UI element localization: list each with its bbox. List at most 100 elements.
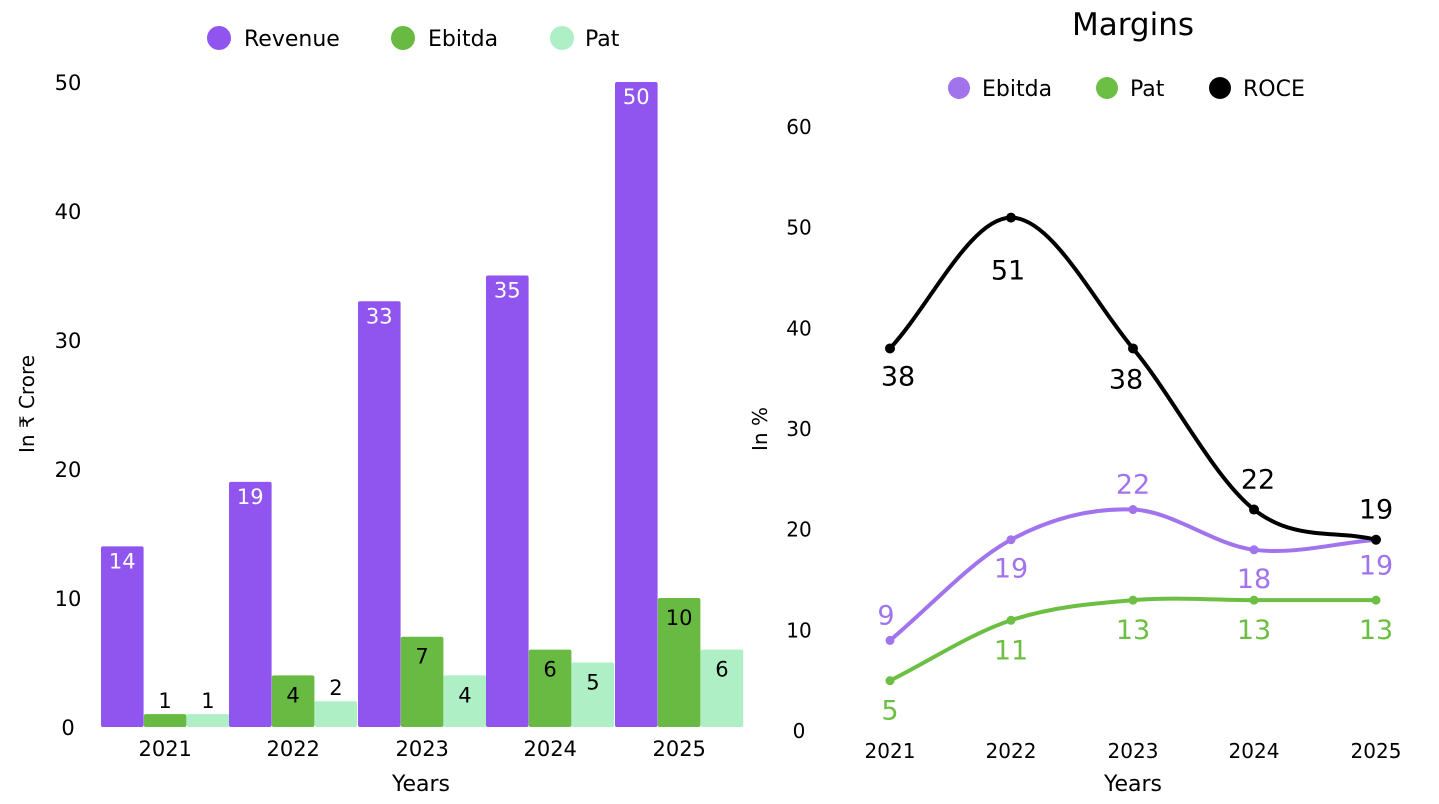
- point-ebitda-2021: [885, 635, 895, 645]
- legend-label-roce: ROCE: [1243, 77, 1305, 102]
- bar-label-revenue-2021: 14: [109, 549, 136, 573]
- point-label-pat-2025: 13: [1359, 615, 1393, 646]
- y-tick-30: 30: [55, 329, 82, 353]
- bar-pat-2025: [700, 649, 744, 727]
- bar-label-pat-2025: 6: [715, 658, 728, 682]
- bar-y-axis: 0 10 20 30 40 50: [55, 71, 82, 740]
- bar-label-ebitda-2021: 1: [158, 689, 171, 713]
- y-tick-10: 10: [55, 587, 82, 611]
- legend-label-pat: Pat: [585, 27, 620, 52]
- point-label-ebitda-2023: 22: [1116, 470, 1150, 501]
- legend-marker-ebitda: [948, 77, 970, 99]
- y-tick-20: 20: [786, 518, 811, 542]
- point-pat-2023: [1128, 595, 1138, 605]
- bar-label-revenue-2023: 33: [366, 304, 393, 328]
- bar-x-axis-label: Years: [391, 772, 450, 797]
- bar-revenue-2023: [358, 301, 401, 727]
- bar-ebitda-2024: [528, 649, 572, 727]
- y-tick-30: 30: [786, 417, 811, 441]
- x-tick-2022: 2022: [986, 739, 1037, 763]
- point-pat-2025: [1371, 595, 1381, 605]
- point-roce-2024: [1249, 504, 1259, 515]
- y-tick-60: 60: [786, 115, 811, 139]
- point-ebitda-2024: [1249, 545, 1259, 555]
- x-tick-2022: 2022: [266, 737, 319, 761]
- point-label-roce-2025: 19: [1359, 495, 1393, 526]
- point-roce-2021: [885, 343, 895, 354]
- bar-pat-2022: [314, 701, 358, 727]
- point-roce-2025: [1371, 534, 1381, 545]
- line-chart-title: Margins: [1072, 7, 1194, 43]
- bar-label-pat-2024: 5: [586, 671, 599, 695]
- point-label-pat-2021: 5: [881, 696, 898, 727]
- x-tick-2021: 2021: [138, 737, 191, 761]
- bar-revenue-2024: [486, 275, 529, 727]
- bar-label-pat-2023: 4: [458, 683, 471, 707]
- bar-label-revenue-2025: 50: [623, 85, 650, 109]
- y-tick-0: 0: [793, 719, 806, 743]
- point-label-ebitda-2024: 18: [1237, 564, 1271, 595]
- y-tick-40: 40: [55, 200, 82, 224]
- bar-chart: Revenue Ebitda Pat 0 10 20 30 40 50 14 1 1 19 4 2 33 7…: [15, 26, 744, 797]
- line-y-axis-label: In %: [748, 407, 772, 451]
- bar-marks: [101, 82, 744, 727]
- legend-marker-pat: [1096, 77, 1118, 99]
- legend-label-ebitda: Ebitda: [982, 77, 1052, 102]
- point-label-roce-2021: 38: [881, 361, 915, 392]
- bar-legend: Revenue Ebitda Pat: [207, 26, 620, 52]
- bar-pat-2021: [186, 714, 230, 727]
- bar-ebitda-2021: [143, 714, 187, 727]
- bar-ebitda-2025: [657, 598, 701, 727]
- point-label-roce-2024: 22: [1241, 465, 1275, 496]
- point-label-roce-2023: 38: [1109, 364, 1143, 395]
- x-tick-2025: 2025: [652, 737, 705, 761]
- bar-label-ebitda-2022: 4: [286, 683, 299, 707]
- point-pat-2024: [1249, 595, 1259, 605]
- legend-marker-ebitda: [391, 26, 415, 50]
- legend-marker-pat: [550, 26, 574, 50]
- point-pat-2021: [885, 676, 895, 686]
- line-x-axis: 2021 2022 2023 2024 2025: [865, 739, 1402, 763]
- line-x-axis-label: Years: [1103, 772, 1162, 797]
- legend-label-revenue: Revenue: [244, 27, 340, 52]
- bar-revenue-2025: [615, 82, 658, 727]
- point-label-pat-2023: 13: [1116, 615, 1150, 646]
- bar-ebitda-2022: [271, 675, 315, 727]
- point-label-ebitda-2022: 19: [994, 554, 1028, 585]
- x-tick-2021: 2021: [865, 739, 916, 763]
- bar-pat-2023: [443, 675, 487, 727]
- y-tick-0: 0: [61, 716, 74, 740]
- bar-label-ebitda-2025: 10: [666, 606, 693, 630]
- point-label-pat-2022: 11: [994, 635, 1028, 666]
- legend-label-pat: Pat: [1130, 77, 1165, 102]
- bar-label-pat-2022: 2: [329, 676, 342, 700]
- line-legend: Ebitda Pat ROCE: [948, 77, 1305, 102]
- legend-label-ebitda: Ebitda: [428, 27, 498, 52]
- point-roce-2022: [1006, 212, 1016, 223]
- y-tick-20: 20: [55, 458, 82, 482]
- bar-data-labels: 14 1 1 19 4 2 33 7 4 35 6 5 50 10 6: [109, 85, 729, 713]
- legend-marker-roce: [1209, 77, 1231, 99]
- bar-label-ebitda-2024: 6: [543, 658, 556, 682]
- point-pat-2022: [1006, 615, 1016, 625]
- x-tick-2023: 2023: [395, 737, 448, 761]
- point-label-roce-2022: 51: [991, 256, 1025, 287]
- bar-ebitda-2023: [400, 636, 444, 727]
- point-label-ebitda-2021: 9: [877, 600, 894, 631]
- bar-revenue-2021: [101, 546, 144, 727]
- x-tick-2025: 2025: [1351, 739, 1402, 763]
- y-tick-10: 10: [786, 618, 811, 642]
- bar-revenue-2022: [229, 481, 272, 727]
- bar-pat-2024: [571, 662, 615, 727]
- point-ebitda-2022: [1006, 535, 1016, 545]
- point-label-pat-2024: 13: [1237, 615, 1271, 646]
- point-roce-2023: [1128, 343, 1138, 354]
- legend-marker-revenue: [207, 26, 231, 50]
- bar-y-axis-label: In ₹ Crore: [15, 355, 39, 453]
- point-label-ebitda-2025: 19: [1359, 551, 1393, 582]
- bar-x-axis: 2021 2022 2023 2024 2025: [138, 737, 705, 761]
- point-ebitda-2023: [1128, 505, 1138, 515]
- y-tick-50: 50: [786, 216, 811, 240]
